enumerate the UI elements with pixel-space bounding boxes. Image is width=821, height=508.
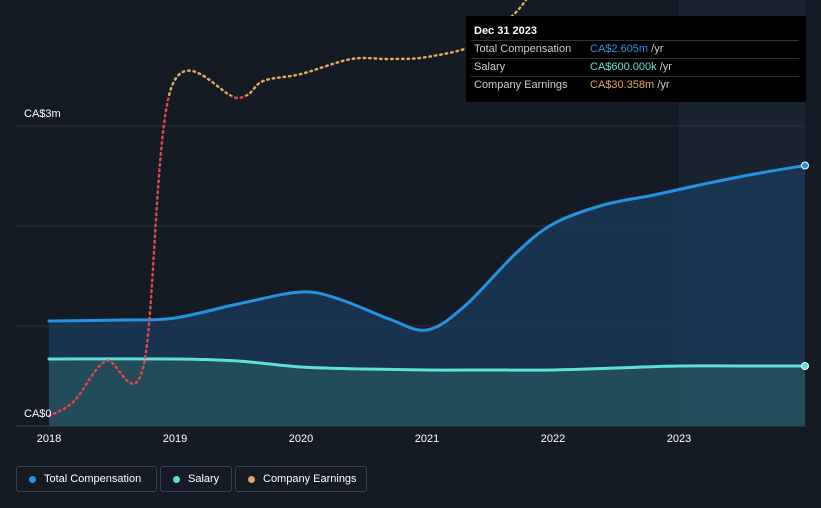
hover-tooltip: Dec 31 2023 Total Compensation CA$2.605m… (466, 16, 806, 102)
tooltip-value: CA$30.358m (590, 79, 655, 91)
tooltip-value: CA$600.000k (590, 61, 657, 73)
total-compensation-end-marker (801, 161, 809, 170)
tooltip-label: Company Earnings (474, 79, 568, 91)
tooltip-unit: /yr (659, 61, 672, 73)
x-tick-label: 2019 (162, 433, 188, 445)
tooltip-unit: /yr (657, 79, 670, 91)
x-tick-label: 2021 (414, 433, 440, 445)
tooltip-row-salary: Salary CA$600.000k /yr (471, 58, 799, 76)
tooltip-row-total-compensation: Total Compensation CA$2.605m /yr (471, 40, 799, 58)
x-tick-label: 2022 (540, 433, 566, 445)
tooltip-unit: /yr (651, 43, 664, 55)
x-tick-label: 2023 (666, 433, 692, 445)
legend-dot-icon (248, 475, 255, 483)
x-tick-label: 2020 (288, 433, 314, 445)
salary-line (47, 357, 807, 372)
tooltip-row-company-earnings: Company Earnings CA$30.358m /yr (471, 76, 799, 94)
legend-label: Total Compensation (44, 473, 142, 485)
legend-label: Company Earnings (263, 473, 357, 485)
legend-dot-icon (29, 475, 36, 483)
salary-area (49, 358, 805, 426)
legend-total-compensation[interactable]: Total Compensation (16, 466, 157, 492)
company-earnings-line (47, 0, 528, 418)
legend-label: Salary (188, 473, 220, 485)
legend-dot-icon (173, 475, 180, 483)
legend-company-earnings[interactable]: Company Earnings (235, 466, 367, 492)
y-axis-label-top: CA$3m (24, 108, 61, 120)
tooltip-label: Salary (474, 61, 506, 73)
tooltip-value: CA$2.605m (590, 43, 649, 55)
tooltip-date: Dec 31 2023 (474, 25, 537, 37)
x-tick-label: 2018 (36, 433, 62, 445)
y-axis-label-zero: CA$0 (24, 408, 52, 420)
total-compensation-line (47, 164, 807, 332)
tooltip-label: Total Compensation (474, 43, 572, 55)
legend-salary[interactable]: Salary (160, 466, 232, 492)
salary-end-marker (801, 362, 809, 370)
